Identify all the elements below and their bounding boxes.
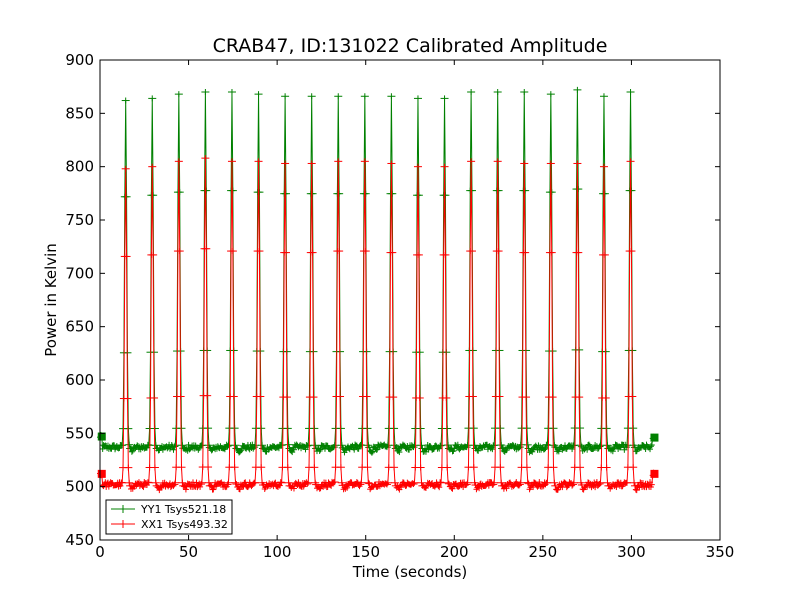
legend-entry-yy1: YY1 Tsys521.18 <box>111 503 226 516</box>
x-axis-label: Time (seconds) <box>352 563 468 581</box>
y-tick-label: 850 <box>65 104 94 122</box>
x-tick-label: 100 <box>263 543 292 561</box>
legend-label-yy1: YY1 Tsys521.18 <box>140 503 226 516</box>
series-1-end-marker-1 <box>650 469 659 478</box>
y-tick-label: 700 <box>65 264 94 282</box>
legend: YY1 Tsys521.18 XX1 Tsys493.32 <box>105 499 233 535</box>
series-0-end-marker-0 <box>97 432 106 441</box>
x-tick-label: 350 <box>706 543 735 561</box>
x-tick-label: 150 <box>351 543 380 561</box>
x-tick-label: 50 <box>179 543 198 561</box>
x-tick-label: 200 <box>440 543 469 561</box>
y-tick-label: 550 <box>65 424 94 442</box>
legend-entry-xx1: XX1 Tsys493.32 <box>111 518 228 531</box>
plot-frame <box>99 59 721 541</box>
x-tick-label: 250 <box>529 543 558 561</box>
y-tick-label: 600 <box>65 371 94 389</box>
y-tick-label: 800 <box>65 158 94 176</box>
y-tick-label: 900 <box>65 51 94 69</box>
chart-title: CRAB47, ID:131022 Calibrated Amplitude <box>213 35 608 57</box>
legend-label-xx1: XX1 Tsys493.32 <box>141 518 228 531</box>
ticks-layer: 0 50 100 150 200 250 300 350 450 500 550 600 650 700 7… <box>65 51 734 561</box>
legend-box <box>105 499 233 535</box>
series-1-end-marker-0 <box>97 469 106 478</box>
series-1 <box>97 155 659 494</box>
y-tick-label: 450 <box>65 531 94 549</box>
y-tick-label: 650 <box>65 318 94 336</box>
series-0-end-marker-1 <box>650 433 659 442</box>
y-axis-label: Power in Kelvin <box>42 243 60 357</box>
x-tick-label: 300 <box>617 543 646 561</box>
x-tick-label: 0 <box>95 543 105 561</box>
y-tick-label: 500 <box>65 478 94 496</box>
y-tick-label: 750 <box>65 211 94 229</box>
series-layer <box>97 86 659 494</box>
